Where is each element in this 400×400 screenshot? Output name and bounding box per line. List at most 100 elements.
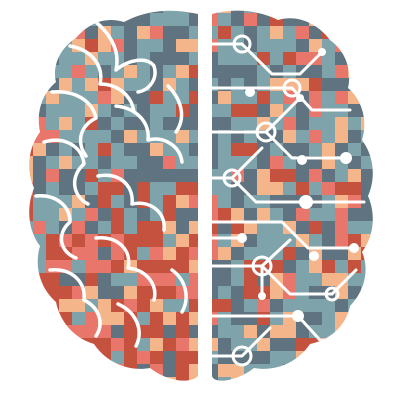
mosaic-tile bbox=[189, 65, 199, 78]
mosaic-tile bbox=[163, 182, 176, 195]
mosaic-tile bbox=[85, 130, 98, 143]
mosaic-tile bbox=[163, 117, 176, 130]
mosaic-tile bbox=[270, 156, 283, 169]
mosaic-tile bbox=[257, 364, 270, 377]
mosaic-tile bbox=[374, 78, 387, 91]
mosaic-tile bbox=[283, 273, 296, 286]
mosaic-tile bbox=[231, 299, 244, 312]
mosaic-tile bbox=[124, 169, 137, 182]
circuit-dot bbox=[292, 310, 304, 322]
mosaic-tile bbox=[361, 221, 373, 234]
mosaic-tile bbox=[29, 260, 33, 273]
mosaic-tile bbox=[202, 377, 215, 390]
mosaic-tile bbox=[85, 390, 98, 400]
mosaic-tile bbox=[189, 377, 199, 381]
mosaic-tile bbox=[111, 325, 124, 338]
mosaic-tile bbox=[296, 117, 309, 130]
mosaic-tile bbox=[257, 221, 270, 234]
mosaic-tile bbox=[212, 312, 218, 325]
mosaic-tile bbox=[322, 91, 335, 104]
mosaic-tile bbox=[348, 91, 361, 104]
mosaic-tile bbox=[137, 10, 150, 13]
mosaic-tile bbox=[348, 221, 361, 234]
circuit-node bbox=[255, 121, 277, 143]
mosaic-tile bbox=[150, 13, 163, 26]
mosaic-tile bbox=[283, 169, 296, 182]
mosaic-tile bbox=[98, 247, 111, 260]
mosaic-tile bbox=[244, 26, 257, 39]
mosaic-tile bbox=[270, 377, 283, 381]
mosaic-tile bbox=[348, 10, 361, 13]
mosaic-tile bbox=[59, 10, 72, 13]
mosaic-tile bbox=[72, 377, 85, 381]
mosaic-tile bbox=[244, 13, 257, 26]
mosaic-tile bbox=[348, 65, 361, 78]
mosaic-tile bbox=[387, 299, 400, 312]
mosaic-tile bbox=[29, 104, 33, 117]
mosaic-tile bbox=[296, 390, 309, 400]
mosaic-tile bbox=[111, 143, 124, 156]
mosaic-tile bbox=[176, 182, 189, 195]
mosaic-tile bbox=[335, 182, 348, 195]
mosaic-tile bbox=[244, 286, 257, 299]
mosaic-tile bbox=[270, 208, 283, 221]
mosaic-tile bbox=[150, 351, 163, 364]
mosaic-tile bbox=[33, 260, 46, 273]
mosaic-tile bbox=[163, 286, 176, 299]
mosaic-tile bbox=[189, 234, 199, 247]
mosaic-tile bbox=[98, 390, 111, 400]
mosaic-tile bbox=[163, 195, 176, 208]
mosaic-tile bbox=[218, 286, 231, 299]
mosaic-tile bbox=[387, 26, 400, 39]
mosaic-tile bbox=[124, 390, 137, 400]
mosaic-tile bbox=[361, 143, 373, 156]
mosaic-tile bbox=[176, 325, 189, 338]
mosaic-tile bbox=[218, 312, 231, 325]
mosaic-tile bbox=[150, 91, 163, 104]
mosaic-tile bbox=[387, 338, 400, 351]
mosaic-tile bbox=[150, 390, 163, 400]
mosaic-tile bbox=[387, 273, 400, 286]
mosaic-tile bbox=[124, 338, 137, 351]
mosaic-tile bbox=[124, 78, 137, 91]
mosaic-tile bbox=[189, 182, 199, 195]
mosaic-tile bbox=[29, 52, 33, 65]
mosaic-tile bbox=[72, 26, 85, 39]
mosaic-tile bbox=[98, 104, 111, 117]
circuit-trace bbox=[240, 42, 324, 76]
mosaic-tile bbox=[335, 39, 348, 52]
mosaic-tile bbox=[124, 234, 137, 247]
mosaic-tile bbox=[85, 312, 98, 325]
mosaic-tile bbox=[85, 169, 98, 182]
mosaic-tile bbox=[29, 286, 33, 299]
mosaic-tile bbox=[176, 52, 189, 65]
mosaic-tile bbox=[85, 78, 98, 91]
circuit-node bbox=[251, 255, 273, 277]
mosaic-tile bbox=[205, 390, 218, 400]
mosaic-tile bbox=[33, 117, 46, 130]
mosaic-tile bbox=[98, 143, 111, 156]
mosaic-tile bbox=[231, 247, 244, 260]
mosaic-tile bbox=[33, 39, 46, 52]
mosaic-tile bbox=[150, 10, 163, 13]
mosaic-tile bbox=[189, 104, 199, 117]
fold-line bbox=[34, 194, 78, 260]
mosaic-tile bbox=[29, 39, 33, 52]
mosaic-tile bbox=[387, 0, 400, 13]
mosaic-tile bbox=[218, 117, 231, 130]
mosaic-tile bbox=[309, 169, 322, 182]
mosaic-tile bbox=[85, 39, 98, 52]
mosaic-tile bbox=[111, 286, 124, 299]
mosaic-tile bbox=[387, 91, 400, 104]
mosaic-tile bbox=[111, 10, 124, 13]
mosaic-tile bbox=[111, 273, 124, 286]
mosaic-tile bbox=[72, 10, 85, 13]
mosaic-tile bbox=[387, 286, 400, 299]
mosaic-tile bbox=[218, 10, 231, 13]
mosaic-tile bbox=[111, 13, 124, 26]
mosaic-tile bbox=[59, 299, 72, 312]
mosaic-tile bbox=[387, 78, 400, 91]
mosaic-tile bbox=[257, 182, 270, 195]
circuit-dot bbox=[299, 195, 313, 209]
mosaic-tile bbox=[361, 299, 373, 312]
